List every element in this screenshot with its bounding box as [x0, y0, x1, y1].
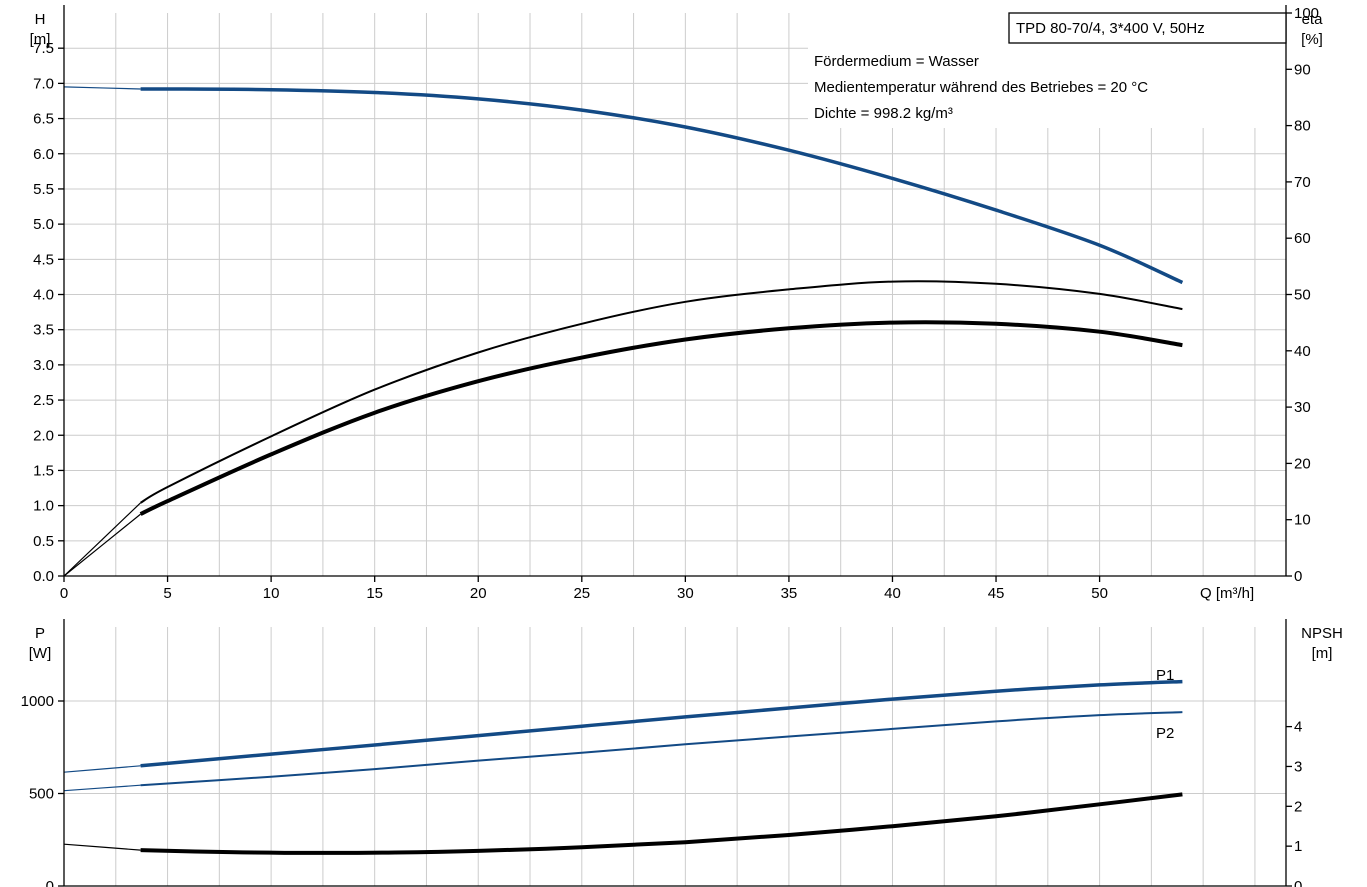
- x-tick-label: 25: [573, 585, 590, 602]
- head-efficiency-chart: 0.0 0.5 1.0 1.5 2.0 2.5 3.0 3.5 4.0 4.5 5.0 5.5 6.0 6…: [30, 5, 1324, 602]
- y-left-tick-label: 6.0: [33, 146, 54, 163]
- series-line: [140, 87, 1184, 285]
- y-left-tick-label: 7.5: [33, 40, 54, 57]
- series-extension-line: [63, 843, 141, 851]
- series-extension-line: [63, 86, 141, 90]
- series-extension-line: [63, 502, 142, 577]
- y-left-tick-label: 2.5: [33, 392, 54, 409]
- x-tick-label: 0: [60, 585, 68, 602]
- y-right-tick-label: 0: [1294, 568, 1302, 585]
- y-left-tick-label: 4.0: [33, 287, 54, 304]
- y-left-unit-m: [m]: [30, 31, 51, 48]
- y-right-tick-label: 10: [1294, 512, 1311, 529]
- power-npsh-grid: [64, 627, 1286, 886]
- x-tick-label: 30: [677, 585, 694, 602]
- model-box: [1008, 12, 1287, 44]
- y-right-tick-label: 60: [1294, 230, 1311, 247]
- y-left-tick-label: 2.0: [33, 427, 54, 444]
- y-left-tick-label: 500: [29, 786, 54, 803]
- y-right-tick-label: 70: [1294, 174, 1311, 191]
- x-tick-label: 45: [988, 585, 1005, 602]
- y-right-label-eta: eta: [1302, 11, 1324, 28]
- x-tick-label: 50: [1091, 585, 1108, 602]
- x-tick-label: 10: [263, 585, 280, 602]
- y-left-tick-label: 4.5: [33, 251, 54, 268]
- y-right-tick-label: 30: [1294, 399, 1311, 416]
- series-extension-line: [63, 784, 141, 792]
- x-tick-label: 15: [366, 585, 383, 602]
- y-right-tick-label: 80: [1294, 118, 1311, 135]
- y-left-tick-label: 5.0: [33, 216, 54, 233]
- series-line: [139, 320, 1183, 516]
- y-right-tick-label: 90: [1294, 61, 1311, 78]
- y-right-tick-label: 100: [1294, 5, 1319, 22]
- y-right-tick-label: 1: [1294, 838, 1302, 855]
- y-left-tick-label: 0.0: [33, 568, 54, 585]
- series-line-p2: [140, 711, 1183, 787]
- x-tick-label: 40: [884, 585, 901, 602]
- y-left-tick-label: 0.5: [33, 533, 54, 550]
- y-left-tick-label: 3.5: [33, 322, 54, 339]
- y-right-tick-label: 0: [1294, 878, 1302, 887]
- series-label-p1: P1: [1156, 667, 1174, 684]
- y-left-tick-label: 5.5: [33, 181, 54, 198]
- series-line: [140, 792, 1183, 855]
- y-right-unit-m: [m]: [1312, 645, 1333, 662]
- y-left-tick-label: 1.5: [33, 462, 54, 479]
- series-extension-line: [63, 513, 141, 577]
- y-left-tick-label: 0: [46, 878, 54, 887]
- y-left-tick-label: 3.0: [33, 357, 54, 374]
- y-right-tick-label: 3: [1294, 758, 1302, 775]
- x-axis-label: Q [m³/h]: [1200, 585, 1254, 602]
- head-efficiency-series: [63, 86, 1184, 577]
- y-left-label-p: P: [35, 625, 45, 642]
- y-left-tick-label: 1000: [21, 693, 54, 710]
- power-npsh-series: [63, 679, 1183, 855]
- power-npsh-axes: 0 500 1000 0 1 2 3 4: [21, 619, 1302, 887]
- y-right-tick-label: 50: [1294, 287, 1311, 304]
- y-right-tick-label: 2: [1294, 798, 1302, 815]
- y-left-unit-w: [W]: [29, 645, 52, 662]
- y-right-unit-percent: [%]: [1301, 31, 1323, 48]
- x-tick-label: 35: [781, 585, 798, 602]
- series-line-p1: [140, 679, 1183, 768]
- power-npsh-chart: 0 500 1000 0 1 2 3 4 P [W] NPSH [m] P1 P2: [21, 619, 1343, 887]
- y-left-tick-label: 6.5: [33, 111, 54, 128]
- model-title: TPD 80-70/4, 3*400 V, 50Hz: [1016, 20, 1205, 37]
- density-label: Dichte = 998.2 kg/m³: [814, 105, 953, 122]
- temperature-label: Medientemperatur während des Betriebes =…: [814, 79, 1148, 96]
- y-left-tick-label: 1.0: [33, 498, 54, 515]
- y-right-tick-label: 4: [1294, 719, 1302, 736]
- x-tick-label: 5: [163, 585, 171, 602]
- y-left-label-h: H: [35, 11, 46, 28]
- y-left-tick-label: 7.0: [33, 75, 54, 92]
- series-label-p2: P2: [1156, 725, 1174, 742]
- series-extension-line: [63, 765, 141, 773]
- medium-label: Fördermedium = Wasser: [814, 53, 979, 70]
- y-right-label-npsh: NPSH: [1301, 625, 1343, 642]
- series-line: [140, 280, 1183, 504]
- x-tick-label: 20: [470, 585, 487, 602]
- head-efficiency-axes: 0.0 0.5 1.0 1.5 2.0 2.5 3.0 3.5 4.0 4.5 5.0 5.5 6.0 6…: [33, 5, 1319, 602]
- y-right-tick-label: 40: [1294, 343, 1311, 360]
- y-right-tick-label: 20: [1294, 455, 1311, 472]
